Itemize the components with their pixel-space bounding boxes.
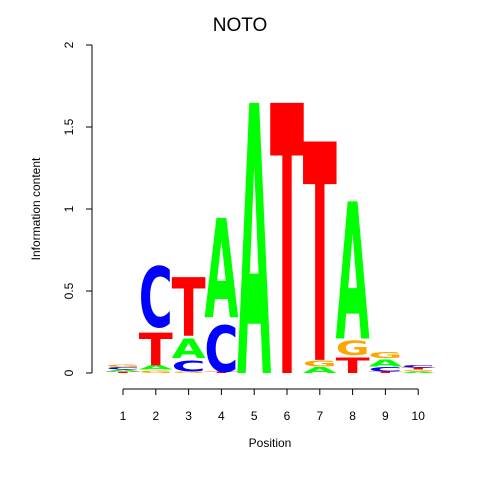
logo-letter-c: C bbox=[368, 366, 402, 373]
y-tick-label: 2 bbox=[62, 41, 76, 48]
logo-letter-a: A bbox=[172, 333, 206, 365]
logo-letter-t: T bbox=[401, 367, 435, 370]
logo-letter-g: G bbox=[336, 337, 370, 360]
logo-letter-t: T bbox=[336, 354, 370, 379]
logo-letter-t: T bbox=[204, 371, 238, 373]
logo-letter-g: G bbox=[139, 369, 173, 373]
logo-letter-g: G bbox=[401, 370, 435, 372]
logo-letter-a: A bbox=[106, 369, 140, 372]
logo-letter-a: A bbox=[336, 165, 370, 384]
logo-letter-c: C bbox=[172, 358, 206, 376]
x-axis: 1 2 3 4 5 6 7 8 9 10 bbox=[120, 388, 426, 423]
logo-letter-a: A bbox=[204, 191, 238, 350]
logo-letter-c: C bbox=[401, 364, 435, 369]
logo-letter-g: G bbox=[368, 351, 402, 360]
x-tick-label: 9 bbox=[382, 409, 389, 423]
x-tick-label: 8 bbox=[349, 409, 356, 423]
logo-letter-a: A bbox=[237, 30, 271, 461]
y-tick-label: 0.5 bbox=[62, 282, 76, 299]
y-axis: 0 0.5 1 1.5 2 bbox=[62, 41, 93, 376]
x-tick-label: 3 bbox=[185, 409, 192, 423]
y-tick-label: 1.5 bbox=[62, 118, 76, 135]
x-tick-label: 4 bbox=[218, 409, 225, 423]
logo-letter-t: T bbox=[172, 261, 206, 355]
logo-letter-t: T bbox=[368, 371, 402, 373]
x-tick-label: 1 bbox=[120, 409, 127, 423]
logo-letter-t: T bbox=[139, 324, 173, 376]
y-axis-label: Information content bbox=[29, 157, 43, 260]
logo-letter-t: T bbox=[303, 82, 337, 431]
x-tick-label: 7 bbox=[316, 409, 323, 423]
logo-letter-a: A bbox=[401, 371, 435, 373]
y-tick-label: 0 bbox=[62, 369, 76, 376]
logo-letter-g: G bbox=[106, 363, 140, 367]
logo-letter-g: G bbox=[303, 359, 337, 368]
logo-letter-t: T bbox=[270, 31, 304, 461]
x-tick-label: 6 bbox=[284, 409, 291, 423]
x-tick-label: 2 bbox=[152, 409, 159, 423]
y-tick-label: 1 bbox=[62, 205, 76, 212]
x-axis-label: Position bbox=[249, 436, 292, 450]
logo-letter-a: A bbox=[368, 358, 403, 369]
chart-title: NOTO bbox=[213, 15, 268, 36]
x-tick-label: 10 bbox=[412, 409, 426, 423]
logo-letter-a: A bbox=[303, 366, 338, 375]
logo-letter-g: G bbox=[172, 371, 206, 373]
logo-letter-t: T bbox=[106, 371, 140, 373]
x-tick-label: 5 bbox=[251, 409, 258, 423]
logo-letter-c: C bbox=[106, 367, 140, 371]
logo-letter-a: A bbox=[139, 365, 174, 372]
logo-letter-c: C bbox=[204, 313, 238, 387]
logo-letter-c: C bbox=[139, 251, 173, 347]
